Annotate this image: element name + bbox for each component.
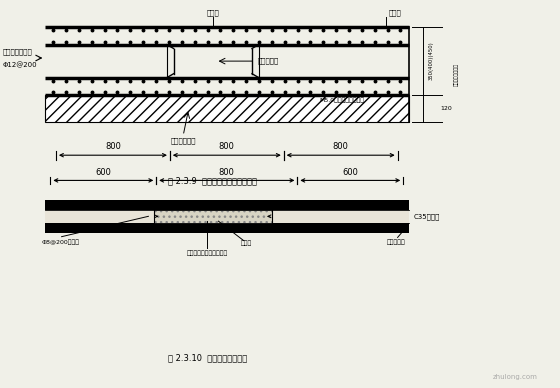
Text: 施工后浇带微膨胀混凝土: 施工后浇带微膨胀混凝土: [186, 250, 228, 256]
Text: 现浇板主筋: 现浇板主筋: [386, 240, 405, 245]
Bar: [45, 210, 409, 223]
Text: Φ12@200: Φ12@200: [3, 62, 38, 68]
Text: 附加防水卷材: 附加防水卷材: [170, 138, 196, 144]
Text: 800: 800: [333, 142, 349, 151]
Text: 800: 800: [219, 142, 235, 151]
Text: 原板筋: 原板筋: [389, 10, 401, 16]
Text: 密孔钢丝网: 密孔钢丝网: [258, 58, 279, 64]
Text: 钢模底边至板底距: 钢模底边至板底距: [454, 63, 459, 86]
Text: 600: 600: [342, 168, 358, 177]
Bar: [45, 223, 409, 233]
Bar: [45, 200, 409, 210]
Text: M5.0水泥砂浆砌半砖墙: M5.0水泥砂浆砌半砖墙: [319, 97, 365, 102]
Text: 350(400)(450): 350(400)(450): [428, 42, 433, 80]
Text: 图 2.3.9  剪力墙侧壁后浇带大样图: 图 2.3.9 剪力墙侧壁后浇带大样图: [169, 177, 257, 185]
Text: 增加侧壁加强筋: 增加侧壁加强筋: [3, 48, 32, 55]
Text: Φ8@200加强筋: Φ8@200加强筋: [42, 240, 80, 245]
Text: 600: 600: [95, 168, 111, 177]
Bar: [45, 95, 409, 122]
Text: 800: 800: [219, 168, 235, 177]
Text: 后浇带: 后浇带: [207, 10, 219, 16]
Text: 120: 120: [441, 106, 452, 111]
Bar: [154, 210, 272, 223]
Text: zhulong.com: zhulong.com: [493, 374, 538, 380]
Text: C35混凝土: C35混凝土: [413, 213, 440, 220]
Text: 800: 800: [105, 142, 121, 151]
Text: 现浇板: 现浇板: [241, 241, 252, 246]
Text: 图 2.3.10  现浇板后浇带大样: 图 2.3.10 现浇板后浇带大样: [167, 354, 247, 363]
